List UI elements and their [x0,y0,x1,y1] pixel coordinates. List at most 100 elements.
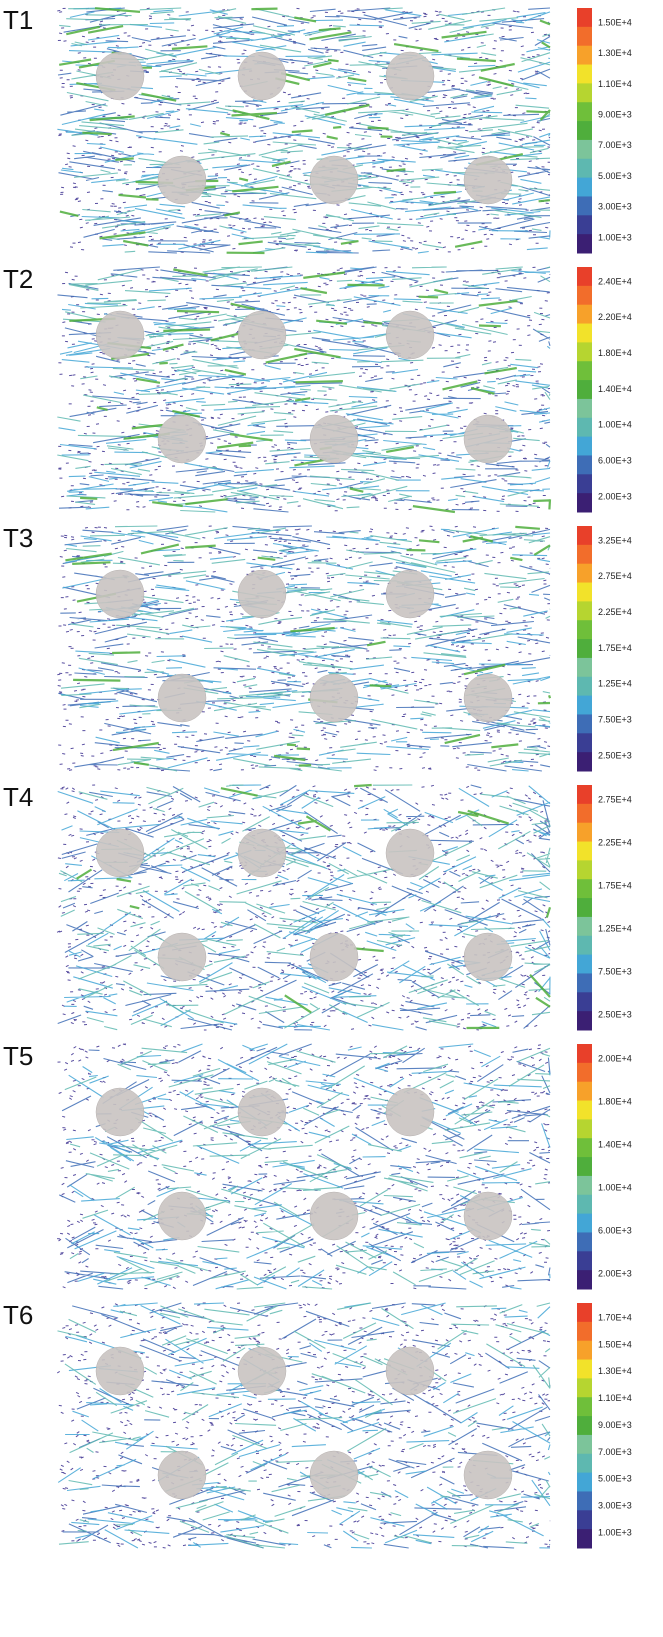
colorbar-segment [577,1138,592,1158]
particle [157,155,207,205]
colorbar: 1.50E+4 1.30E+4 1.10E+4 9.00E+3 7.00E+3 5.00E… [577,8,632,254]
colorbar-segment [577,8,592,28]
colorbar-label: 2.25E+4 [598,837,632,847]
colorbar-label: 1.00E+3 [598,232,632,242]
colorbar-segment [577,695,592,715]
particle [385,1087,435,1137]
colorbar-segment [577,954,592,974]
colorbar-label: 2.50E+3 [598,1009,632,1019]
particle [237,828,287,878]
colorbar-segment [577,139,592,160]
colorbar-segment [577,1081,592,1102]
panel-label: T6 [3,1300,33,1330]
colorbar: 2.75E+4 2.25E+4 1.75E+4 1.25E+4 7.50E+3 2.50E… [577,785,632,1031]
colorbar-label: 5.00E+3 [598,1474,632,1484]
colorbar-label: 1.10E+4 [598,79,632,89]
colorbar-segment [577,601,592,621]
force-chain [64,1045,551,1290]
colorbar-segment [577,342,592,362]
colorbar-label: 9.00E+3 [598,1420,632,1430]
panel: T6 1.70E+4 1.50E+4 1.30E+4 1.10E+4 9.00E+3 7.0… [3,1300,632,1549]
colorbar-segment [577,1194,592,1215]
colorbar-segment [577,935,592,956]
particle [95,1346,145,1396]
panel-label: T4 [3,782,33,812]
colorbar-segment [577,102,592,122]
colorbar-label: 2.75E+4 [598,794,632,804]
colorbar-label: 1.00E+4 [598,420,632,430]
force-chain-image [56,783,552,1031]
particle [385,51,435,101]
colorbar-segment [577,26,592,47]
colorbar-segment [577,733,592,753]
force-chain [57,266,551,513]
colorbar-segment [577,563,592,584]
colorbar-segment [577,1270,592,1290]
particle [463,414,513,464]
particle [95,51,145,101]
particle [237,51,287,101]
particle [157,932,207,982]
colorbar-segment [577,121,592,141]
force-chain [57,1043,551,1290]
colorbar-label: 1.30E+4 [598,48,632,58]
colorbar-label: 7.50E+3 [598,966,632,976]
colorbar: 2.40E+4 2.20E+4 1.80E+4 1.40E+4 1.00E+4 6.00E… [577,267,632,513]
particle [157,414,207,464]
colorbar-label: 1.70E+4 [598,1312,632,1322]
colorbar-label: 2.25E+4 [598,607,632,617]
colorbar-segment [577,916,592,937]
colorbar-label: 1.00E+4 [598,1182,632,1192]
colorbar-segment [577,1251,592,1271]
force-chain-image [57,525,552,772]
particle [157,673,207,723]
colorbar-label: 6.00E+3 [598,1225,632,1235]
colorbar-segment [577,544,592,565]
colorbar-segment [577,380,592,400]
colorbar-segment [577,398,592,419]
colorbar-label: 7.00E+3 [598,140,632,150]
colorbar-segment [577,1232,592,1252]
particle [385,1346,435,1396]
colorbar-label: 2.20E+4 [598,312,632,322]
colorbar-segment [577,1340,592,1361]
particle [385,310,435,360]
colorbar-segment [577,474,592,494]
colorbar-label: 1.10E+4 [598,1393,632,1403]
colorbar-segment [577,1510,592,1530]
colorbar-segment [577,803,592,824]
colorbar-label: 2.40E+4 [598,276,632,286]
particle [463,1191,513,1241]
colorbar-label: 2.50E+3 [598,750,632,760]
colorbar-segment [577,493,592,513]
colorbar-segment [577,676,592,697]
colorbar-segment [577,1529,592,1549]
colorbar-segment [577,620,592,640]
particle [95,828,145,878]
colorbar-label: 2.00E+3 [598,1268,632,1278]
particle [385,828,435,878]
force-chain [57,7,551,254]
colorbar-segment [577,1472,592,1492]
colorbar-segment [577,234,592,254]
colorbar-segment [577,1321,592,1342]
colorbar-segment [577,1453,592,1474]
colorbar-segment [577,1491,592,1511]
colorbar-label: 6.00E+3 [598,456,632,466]
force-chain-image [57,266,552,514]
particle [309,932,359,982]
colorbar-segment [577,215,592,235]
colorbar-segment [577,436,592,456]
colorbar-segment [577,177,592,197]
colorbar-segment [577,898,592,918]
colorbar-label: 3.00E+3 [598,202,632,212]
colorbar: 2.00E+4 1.80E+4 1.40E+4 1.00E+4 6.00E+3 2.00E… [577,1044,632,1290]
colorbar-segment [577,1119,592,1139]
colorbar-segment [577,582,592,602]
panel-label: T3 [3,523,33,553]
particle [385,569,435,619]
particle [237,1346,287,1396]
colorbar-segment [577,1359,592,1379]
